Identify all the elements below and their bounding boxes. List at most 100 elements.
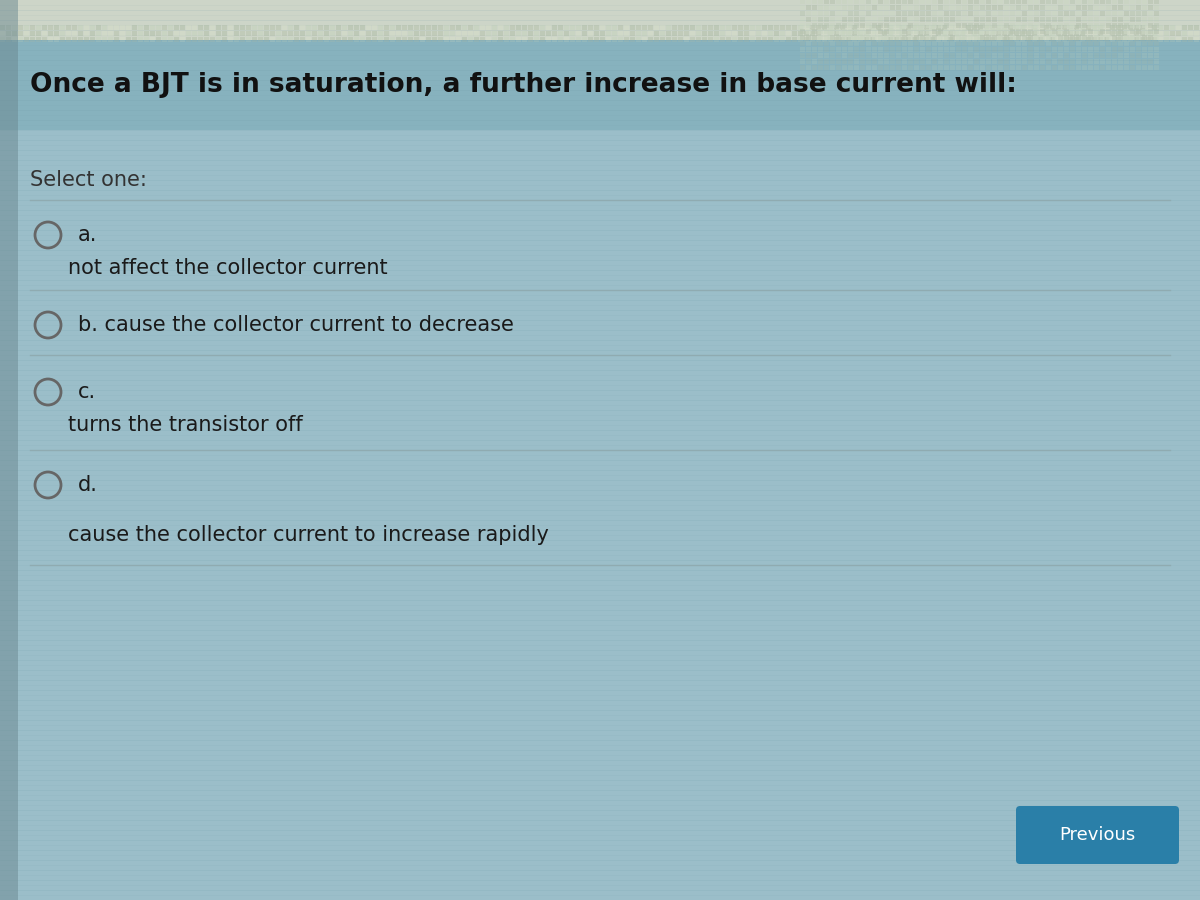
Bar [96,25,101,30]
Bar [800,53,805,58]
Bar [276,31,281,36]
Bar [912,37,917,42]
Bar [896,17,901,22]
Bar [836,23,841,28]
Bar [1092,31,1097,36]
Bar [836,47,841,52]
Bar [228,25,233,30]
Bar [1104,25,1109,30]
Bar [932,23,937,28]
Bar [1124,23,1129,28]
Bar [450,37,455,42]
Bar [818,59,823,64]
Bar [1134,31,1139,36]
Bar [846,25,851,30]
Bar [978,31,983,36]
Bar [956,5,961,10]
Bar [890,53,895,58]
Bar [1058,17,1063,22]
Bar [860,23,865,28]
Bar [696,25,701,30]
Bar [1080,31,1085,36]
Bar [294,31,299,36]
Bar [1068,25,1073,30]
Bar [138,37,143,42]
Bar [456,37,461,42]
Bar [522,31,527,36]
Bar [938,17,943,22]
Bar [918,31,923,36]
Bar [1148,17,1153,22]
FancyBboxPatch shape [0,40,1200,900]
Bar [1136,11,1141,16]
Bar [824,41,829,46]
Bar [836,5,841,10]
Bar [968,53,973,58]
Bar [866,47,871,52]
Bar [920,11,925,16]
Bar [120,31,125,36]
Bar [372,31,377,36]
Bar [920,47,925,52]
Bar [818,0,823,4]
Bar [830,29,835,34]
Bar [1046,0,1051,4]
Bar [884,41,889,46]
Bar [996,31,1001,36]
Bar [980,11,985,16]
Bar [974,59,979,64]
Bar [1034,17,1039,22]
Bar [848,23,853,28]
Bar [24,31,29,36]
Bar [102,31,107,36]
Bar [192,25,197,30]
Bar [968,23,973,28]
Bar [432,25,437,30]
Bar [1002,25,1007,30]
Bar [906,37,911,42]
Bar [450,31,455,36]
Bar [1136,65,1141,70]
Bar [978,37,983,42]
Bar [1088,5,1093,10]
Bar [342,25,347,30]
Bar [786,25,791,30]
Bar [834,31,839,36]
Bar [1118,11,1123,16]
Bar [480,25,485,30]
Bar [900,31,905,36]
Bar [594,31,599,36]
Bar [612,25,617,30]
Bar [114,37,119,42]
Bar [60,25,65,30]
Bar [888,37,893,42]
Bar [950,35,955,40]
Bar [854,65,859,70]
Bar [270,25,275,30]
Bar [1188,31,1193,36]
Bar [492,37,497,42]
Bar [1158,31,1163,36]
Bar [486,25,491,30]
Bar [1058,35,1063,40]
Bar [690,25,695,30]
Bar [998,59,1003,64]
Bar [1064,35,1069,40]
Bar [282,37,287,42]
Bar [836,65,841,70]
Bar [866,11,871,16]
Bar [1016,47,1021,52]
Bar [1016,11,1021,16]
Bar [60,37,65,42]
Bar [654,25,659,30]
Bar [288,37,293,42]
Bar [896,41,901,46]
Bar [96,37,101,42]
Bar [986,11,991,16]
Bar [1106,29,1111,34]
Bar [920,35,925,40]
Bar [926,59,931,64]
Bar [828,37,833,42]
Bar [1058,0,1063,4]
Bar [474,25,479,30]
